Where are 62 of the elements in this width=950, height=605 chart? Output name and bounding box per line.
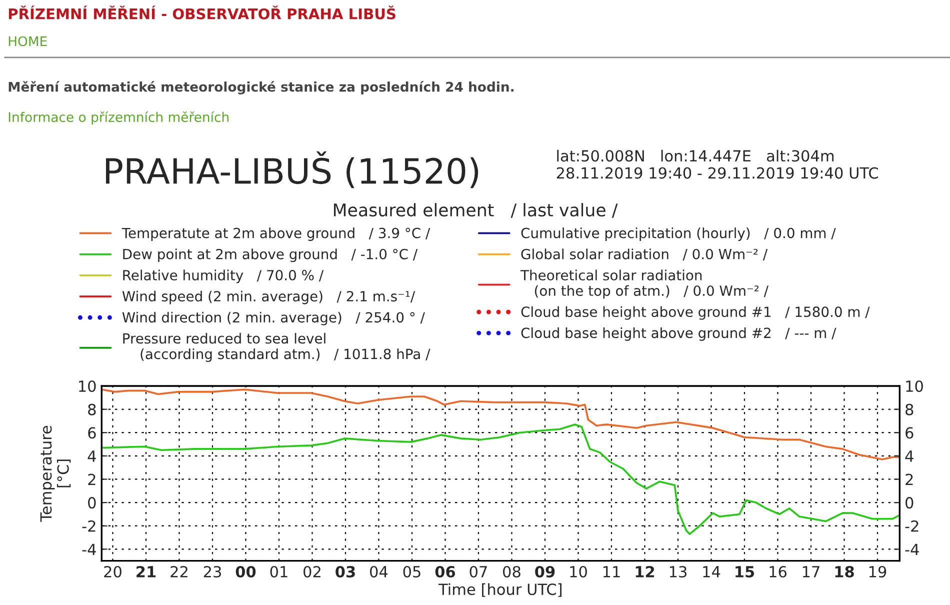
y-tick-label: 4 [88, 450, 96, 462]
y-tick-label: 10 [79, 380, 96, 392]
y-axis-title: Temperature [°C] [40, 426, 71, 522]
x-tick-label: 08 [503, 566, 520, 578]
y2-tick-label: 10 [906, 380, 923, 392]
legend-label: Temperatute at 2m above ground / 3.9 °C / [122, 228, 430, 241]
x-tick-label: 21 [136, 566, 156, 578]
y-tick-label: 6 [88, 427, 96, 439]
legend-label: Cloud base height above ground #2 / --- m / [521, 327, 836, 341]
y-tick-label: 0 [88, 497, 96, 509]
legend-label: Cloud base height above ground #1 / 1580.0 m / [521, 306, 870, 320]
legend-label: Dew point at 2m above ground / -1.0 °C / [123, 248, 418, 262]
line-series [102, 424, 900, 535]
x-tick-label: 16 [770, 566, 786, 578]
x-tick-label: 01 [270, 566, 288, 578]
y2-tick-label: -2 [905, 520, 918, 532]
x-tick-label: 13 [670, 566, 686, 578]
text: HOME [8, 36, 47, 46]
x-tick-label: 07 [470, 566, 487, 578]
y2-tick-label: 6 [906, 427, 914, 439]
chart-subtitle: lat:50.008N lon:14.447E alt:304m 28.11.2019 19:40 - 29.11.2019 19:40 UTC [556, 150, 878, 179]
legend-title: Measured element / last value / [334, 203, 618, 218]
y-tick-label: 2 [88, 474, 96, 486]
x-tick-label: 03 [336, 566, 355, 578]
legend-label: Wind speed (2 min. average) / 2.1 m.s⁻¹/ [122, 290, 416, 304]
line-series [102, 388, 900, 460]
x-tick-label: 22 [170, 566, 188, 578]
text: PŘÍZEMNÍ MĚŘENÍ - OBSERVATOŘ PRAHA LIBUŠ [8, 6, 396, 20]
y2-tick-label: 4 [905, 450, 914, 462]
text: Měření automatické meteorologické stanice za posledních 24 hodin. [8, 81, 514, 94]
y2-tick-label: 2 [906, 474, 913, 486]
x-tick-label: 06 [435, 566, 456, 578]
x-tick-label: 11 [603, 566, 620, 578]
x-tick-label: 10 [570, 566, 587, 578]
x-tick-label: 05 [403, 566, 420, 578]
x-tick-label: 04 [370, 566, 388, 578]
x-tick-label: 23 [204, 566, 221, 578]
legend-label: Relative humidity / 70.0 % / [123, 270, 324, 284]
x-tick-label: 18 [835, 566, 854, 578]
legend-label: Pressure reduced to sea level (according standard atm.) / 1011.8 hPa / [123, 332, 430, 362]
x-tick-label: 19 [869, 566, 886, 578]
chart-title: PRAHA-LIBUŠ (11520) [106, 151, 478, 188]
x-tick-label: 17 [802, 566, 820, 578]
x-tick-label: 02 [304, 566, 320, 578]
legend-label: Theoretical solar radiation (on the top of atm.) / 0.0 Wm⁻² / [520, 270, 768, 299]
legend-label: Global solar radiation / 0.0 Wm⁻² / [521, 248, 768, 260]
x-tick-label: 20 [104, 566, 122, 578]
legend-label: Cumulative precipitation (hourly) / 0.0 mm / [521, 228, 836, 241]
y-tick-label: -4 [82, 544, 96, 555]
x-tick-label: 15 [736, 566, 754, 578]
text: Informace o přízemních měřeních [8, 111, 228, 125]
y2-tick-label: -4 [905, 544, 919, 555]
x-tick-label: 09 [535, 566, 555, 578]
y-tick-label: 8 [88, 404, 96, 416]
y-tick-label: -2 [82, 520, 96, 532]
y2-tick-label: 0 [906, 497, 914, 509]
x-axis-title: Time [hour UTC] [438, 583, 562, 597]
x-tick-label: 12 [636, 566, 654, 578]
x-tick-label: 14 [703, 566, 720, 578]
y2-tick-label: 8 [906, 404, 914, 416]
x-tick-label: 00 [236, 566, 256, 578]
legend-label: Wind direction (2 min. average) / 254.0 ° / [122, 312, 425, 326]
